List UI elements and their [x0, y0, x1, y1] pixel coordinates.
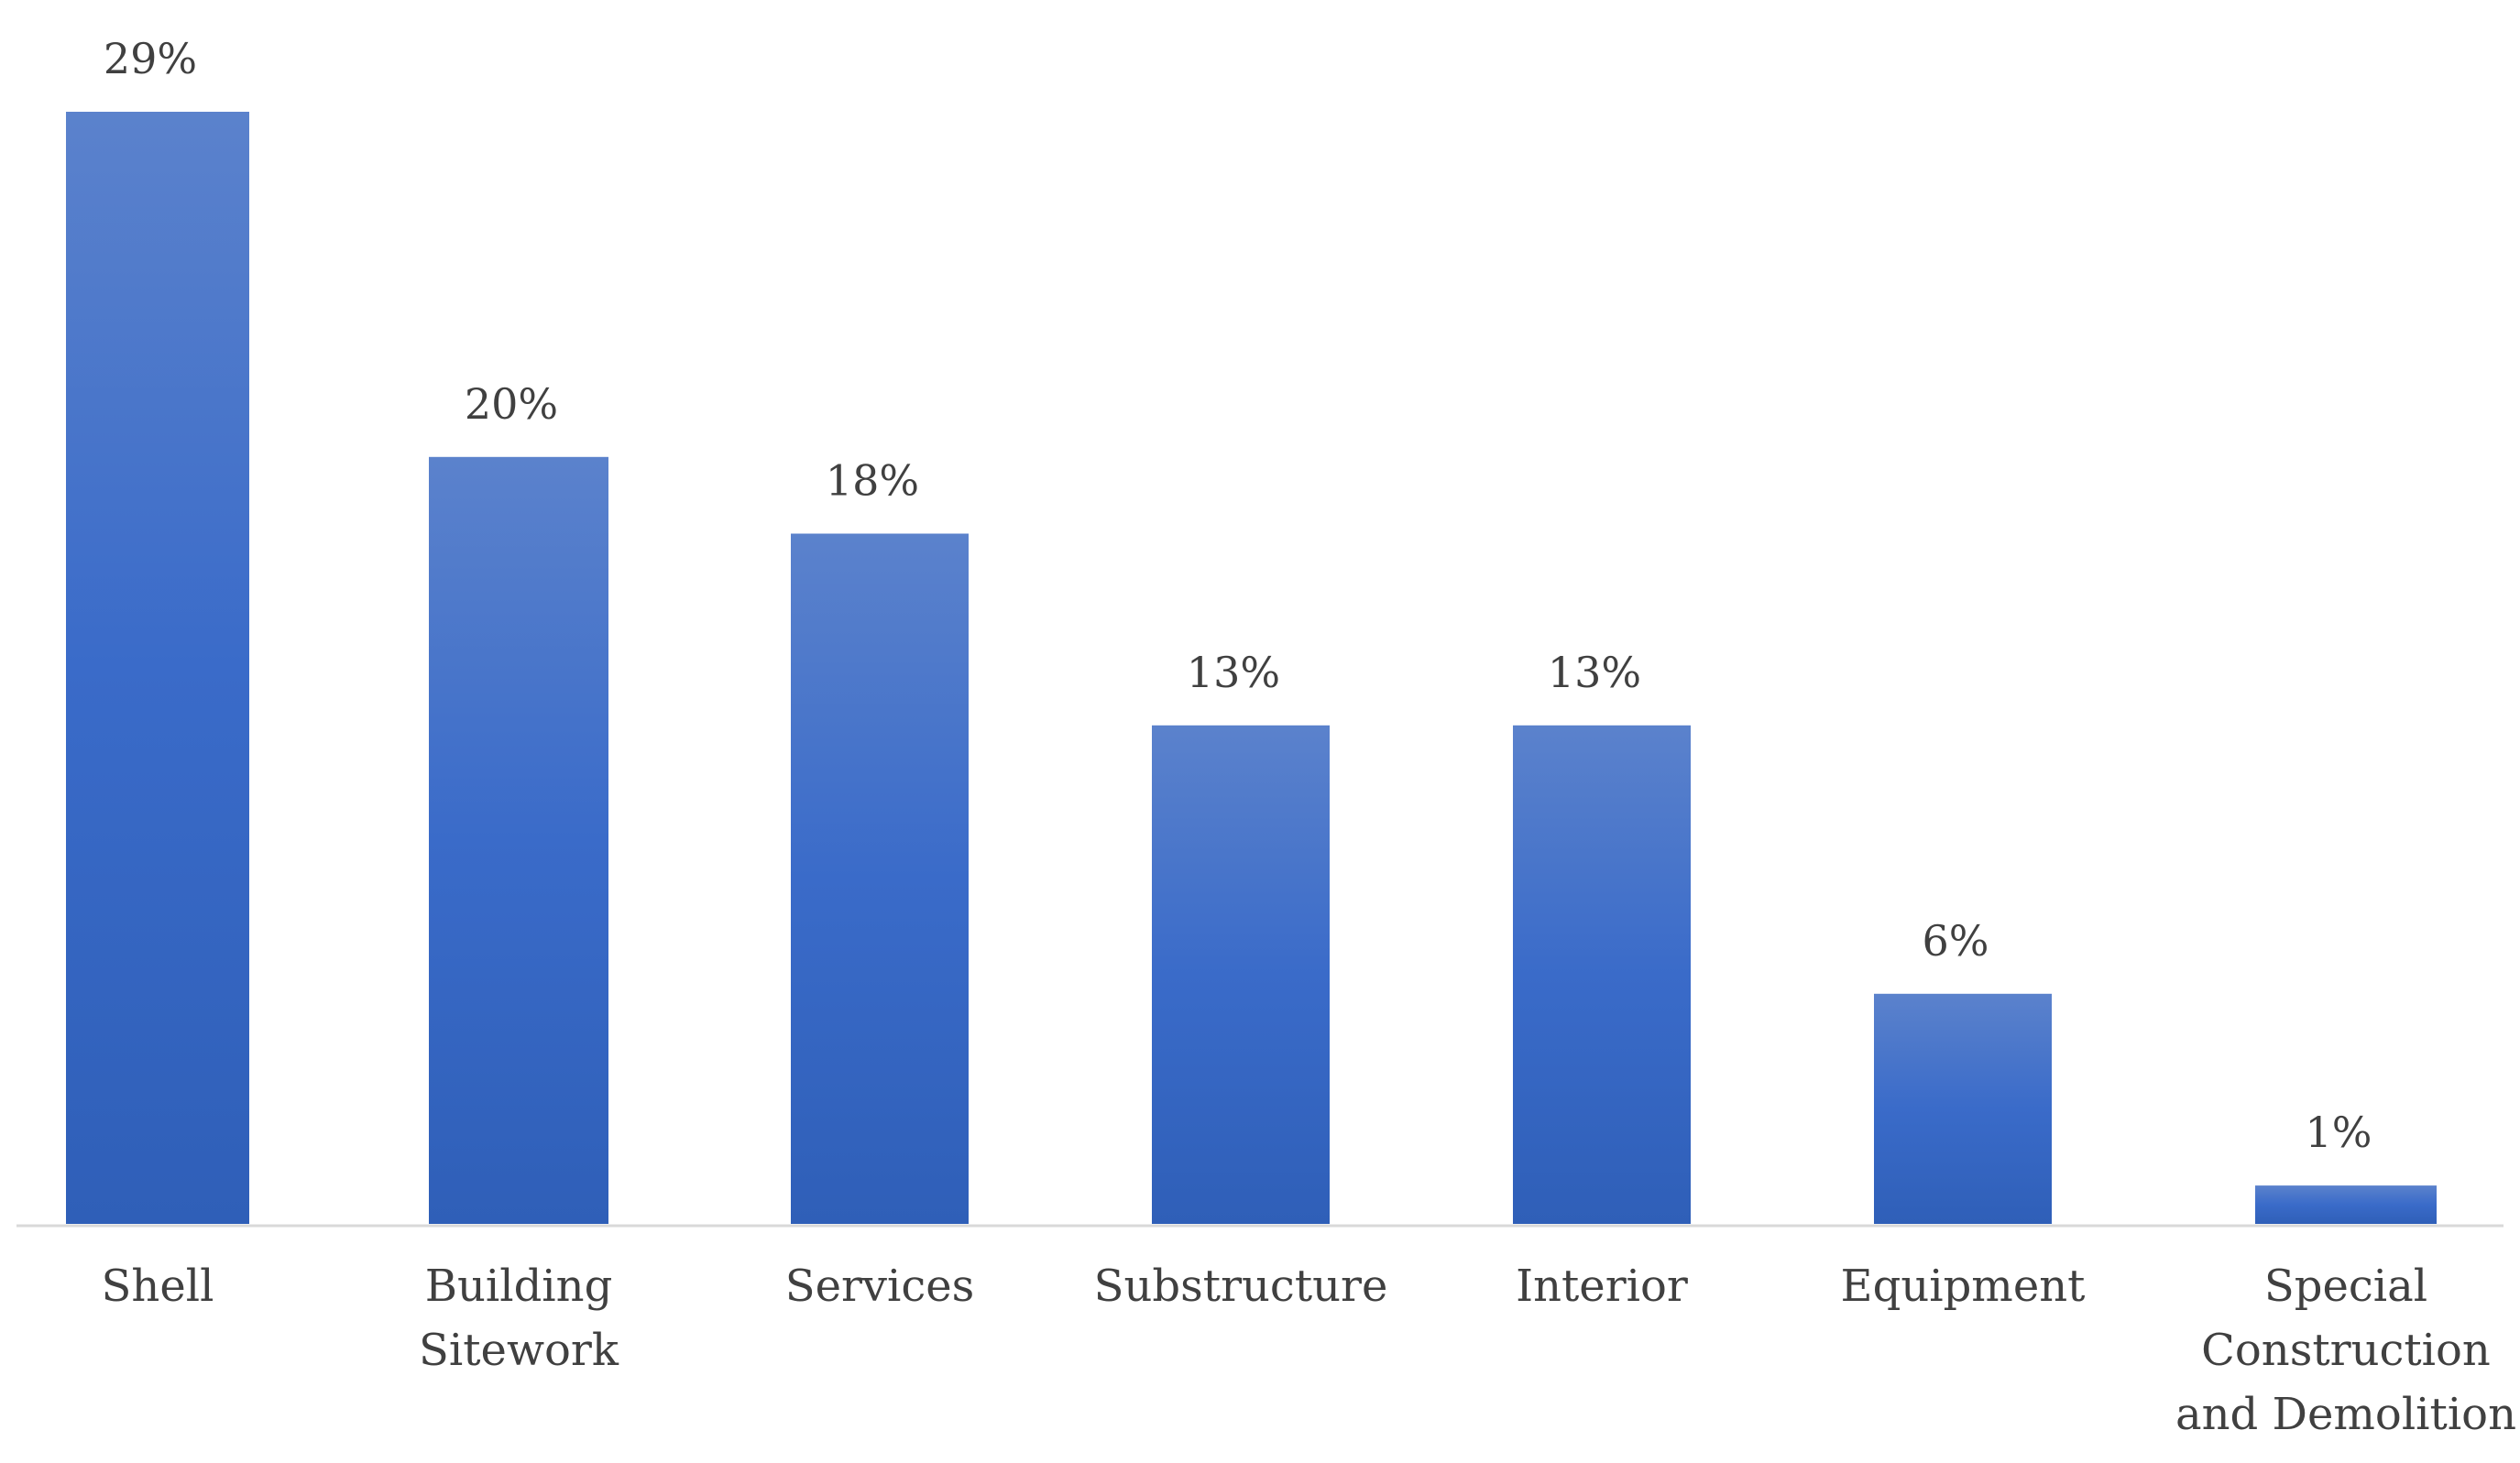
data-label-5: 13%	[1548, 648, 1641, 697]
bar-7	[2255, 1185, 2437, 1224]
category-label-line: Sitework	[419, 1325, 619, 1376]
data-label-3: 18%	[826, 456, 919, 506]
category-label-line: Substructure	[1094, 1261, 1388, 1312]
category-label-line: Shell	[102, 1261, 214, 1312]
bar-1	[66, 112, 249, 1224]
category-label-1: Shell	[102, 1261, 214, 1312]
data-label-7: 1%	[2306, 1108, 2372, 1157]
bar-6	[1874, 993, 2052, 1224]
category-label-line: Interior	[1516, 1261, 1688, 1312]
category-label-6: Equipment	[1841, 1261, 2086, 1312]
data-label-6: 6%	[1923, 916, 1989, 966]
bar-4	[1152, 725, 1330, 1224]
category-labels-layer: Shell Building Sitework Services Substructur…	[102, 1261, 2516, 1440]
category-label-4: Substructure	[1094, 1261, 1388, 1312]
bar-3	[791, 533, 969, 1224]
bars-layer	[66, 112, 2437, 1224]
category-label-line: Construction	[2201, 1325, 2491, 1376]
category-label-7: Special Construction and Demolition	[2175, 1261, 2516, 1440]
category-label-line: Equipment	[1841, 1261, 2086, 1312]
category-label-5: Interior	[1516, 1261, 1688, 1312]
data-label-1: 29%	[104, 34, 197, 83]
category-label-line: Services	[785, 1261, 975, 1312]
data-label-2: 20%	[465, 379, 558, 429]
bar-2	[429, 456, 608, 1224]
data-labels-layer: 29% 20% 18% 13% 13% 6% 1%	[104, 34, 2372, 1157]
bar-5	[1513, 725, 1691, 1224]
category-label-line: Special	[2264, 1261, 2427, 1312]
category-label-2: Building Sitework	[419, 1261, 619, 1376]
data-label-4: 13%	[1187, 648, 1280, 697]
category-label-3: Services	[785, 1261, 975, 1312]
category-label-line: Building	[425, 1261, 613, 1312]
category-label-line: and Demolition	[2175, 1389, 2516, 1440]
